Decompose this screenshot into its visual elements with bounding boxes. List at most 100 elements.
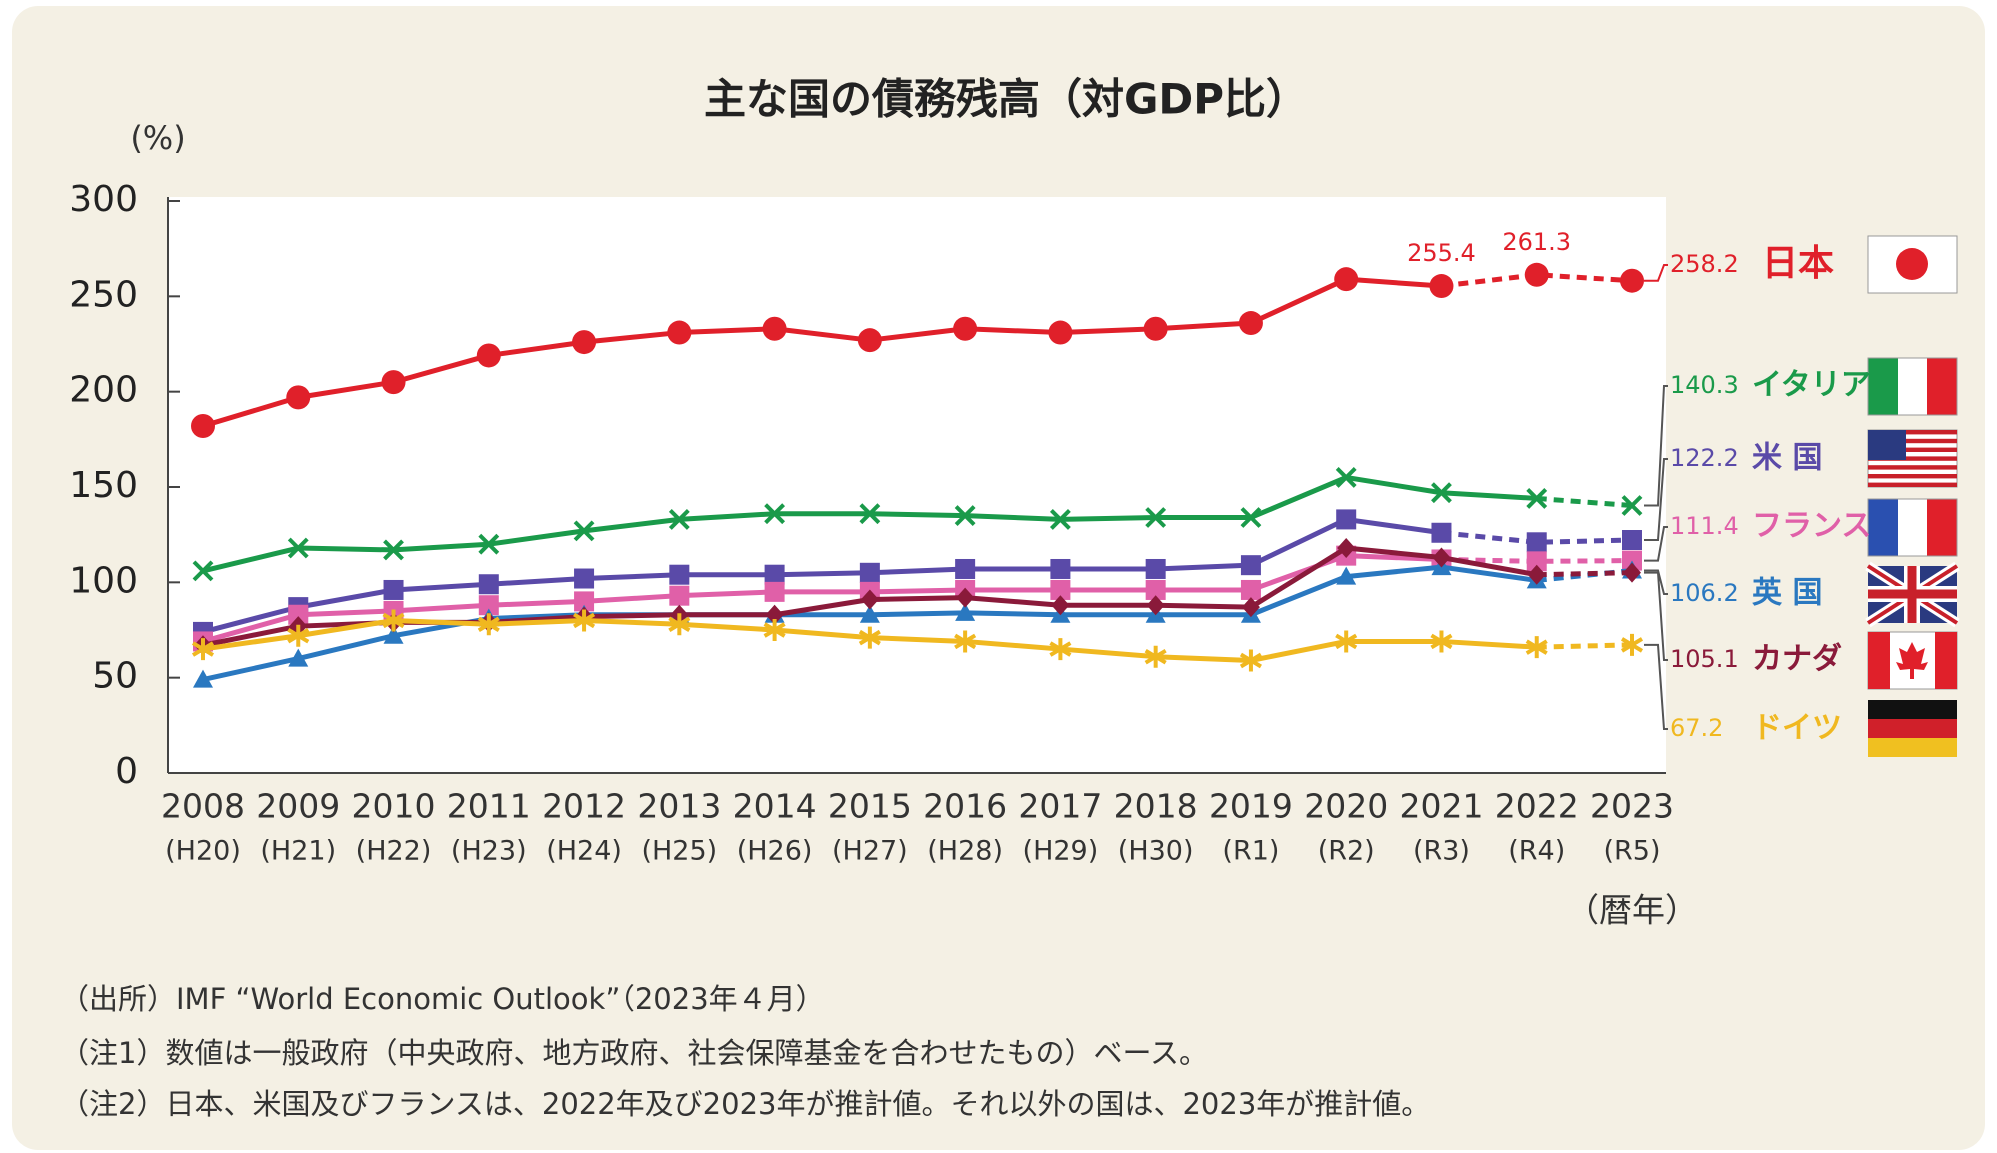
marker (286, 385, 311, 410)
marker (1525, 636, 1548, 659)
marker (1431, 482, 1452, 504)
marker (668, 508, 690, 530)
y-tick-label: 100 (69, 560, 138, 601)
x-tick-label: 2020 (1304, 787, 1388, 826)
x-tick-label: 2013 (637, 787, 721, 826)
chart-title: 主な国の債務残高（対GDP比） (704, 75, 1308, 124)
marker (478, 574, 499, 595)
marker (1049, 638, 1072, 661)
marker (573, 520, 595, 542)
marker (478, 595, 499, 616)
line (202, 276, 1442, 429)
marker (1050, 579, 1071, 600)
x-tick-label: 2019 (1209, 787, 1293, 826)
marker (383, 579, 404, 600)
marker (1335, 630, 1358, 653)
leader-line (1644, 526, 1668, 562)
x-axis-label: （暦年） (1566, 891, 1698, 930)
x-tick-label: 2016 (923, 787, 1007, 826)
x-tick-sublabel: (R1) (1222, 836, 1279, 867)
x-tick-sublabel: (H23) (451, 836, 527, 867)
line-estimate (1441, 272, 1633, 289)
marker (192, 560, 214, 582)
marker (383, 539, 404, 561)
series: 106.2 英 国 (193, 557, 1822, 688)
end-label: 122.2 (1670, 444, 1739, 472)
y-tick-label: 0 (115, 751, 138, 792)
note: （出所）IMF “World Economic Outlook”（2023年４月… (60, 982, 825, 1016)
flag-canada (1867, 631, 1958, 690)
marker (1527, 564, 1546, 585)
y-tick-label: 150 (69, 465, 138, 506)
x-tick-sublabel: (H26) (737, 836, 813, 867)
marker (287, 537, 309, 559)
flag-uk (1865, 561, 1960, 628)
marker (764, 503, 786, 525)
x-tick-sublabel: (R4) (1508, 836, 1565, 867)
flag-italy (1867, 357, 1958, 416)
marker (1238, 311, 1263, 336)
flag-germany (1868, 700, 1957, 757)
x-tick-sublabel: (R2) (1318, 836, 1375, 867)
legend-label: フランス (1752, 509, 1871, 544)
x-tick-label: 2010 (352, 787, 436, 826)
marker (955, 558, 976, 579)
leader-line (1644, 571, 1668, 661)
marker (1240, 507, 1262, 528)
marker (1432, 547, 1451, 568)
marker (857, 328, 882, 353)
legend-label: 米 国 (1752, 441, 1822, 476)
x-tick-label: 2008 (161, 787, 245, 826)
x-tick-sublabel: (H28) (927, 836, 1003, 867)
marker (669, 564, 690, 585)
note: （注1）数値は一般政府（中央政府、地方政府、社会保障基金を合わせたもの）ベース。 (60, 1036, 1208, 1070)
leader-line (1644, 643, 1668, 730)
marker (193, 669, 213, 688)
marker (764, 564, 785, 585)
marker (667, 320, 692, 345)
marker (573, 609, 596, 632)
marker (1144, 645, 1167, 668)
marker (1336, 566, 1357, 585)
leader-line (1644, 569, 1668, 595)
marker (1051, 595, 1070, 616)
marker (764, 581, 785, 602)
marker (1240, 555, 1261, 576)
marker (859, 562, 880, 583)
series: 67.2 ドイツ (191, 609, 1842, 746)
marker (1145, 507, 1167, 528)
marker (858, 626, 881, 649)
line (202, 553, 1442, 644)
x-tick-label: 2014 (733, 787, 817, 826)
marker (1526, 532, 1547, 553)
marker (383, 625, 404, 644)
x-tick-label: 2023 (1590, 787, 1674, 826)
x-tick-label: 2021 (1399, 787, 1483, 826)
marker (954, 630, 977, 653)
marker (288, 604, 309, 625)
x-tick-label: 2022 (1495, 787, 1579, 826)
marker (1048, 320, 1073, 345)
x-tick-sublabel: (H25) (641, 836, 717, 867)
end-label: 106.2 (1670, 579, 1739, 607)
marker (476, 343, 501, 368)
end-label: 111.4 (1670, 512, 1739, 540)
y-tick-label: 250 (69, 274, 138, 315)
marker (859, 604, 880, 623)
marker (1526, 488, 1548, 509)
marker (381, 370, 406, 395)
flag-france (1867, 498, 1958, 557)
x-tick-label: 2012 (542, 787, 626, 826)
marker (1623, 562, 1641, 583)
x-tick-label: 2011 (447, 787, 531, 826)
marker (478, 533, 500, 555)
y-tick-label: 50 (92, 656, 138, 697)
marker (1526, 551, 1547, 572)
marker (1050, 558, 1071, 579)
marker (1049, 508, 1071, 530)
marker (954, 505, 976, 527)
plot-area (168, 197, 1666, 773)
data-label: 261.3 (1502, 228, 1571, 256)
line-estimate (1441, 530, 1633, 545)
